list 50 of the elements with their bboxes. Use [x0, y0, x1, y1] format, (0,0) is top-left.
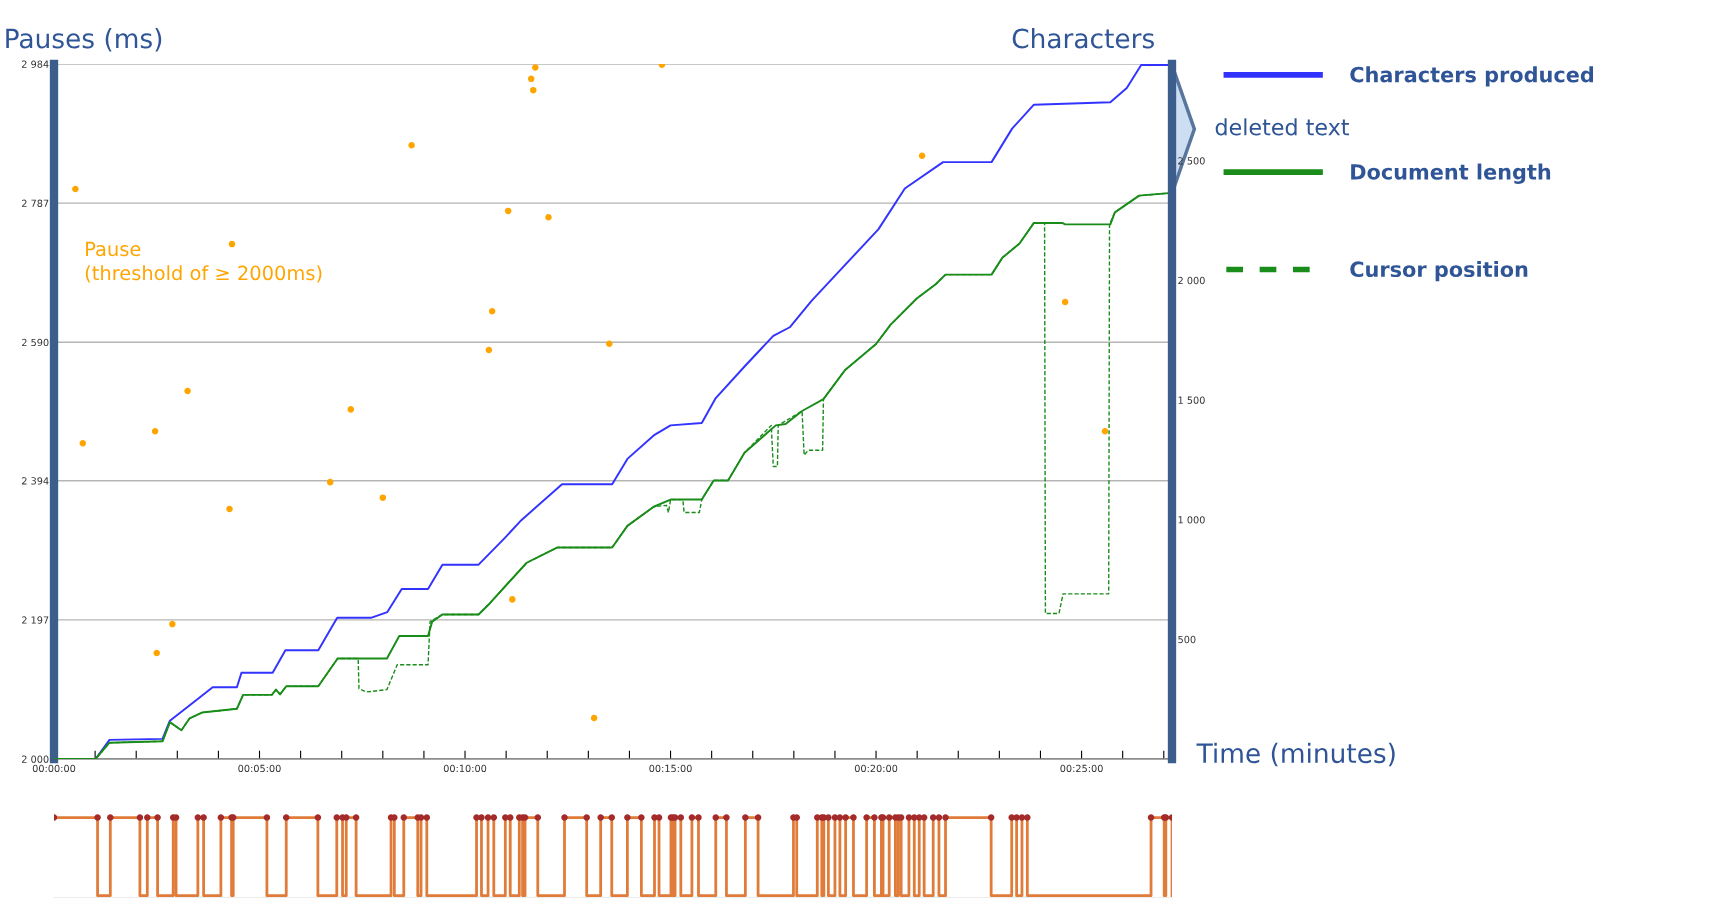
legend-label: Cursor position	[1350, 260, 1528, 282]
x-axis-title: Time (minutes)	[1196, 742, 1395, 767]
point	[347, 406, 355, 413]
point	[228, 240, 236, 248]
point	[1061, 298, 1069, 306]
point	[184, 387, 191, 395]
y-tick-label: 2 984	[22, 60, 49, 68]
point	[169, 620, 176, 628]
x-tick-label: 00:00:00	[32, 764, 76, 773]
series-label: Pause (threshold of ≥ 2000ms)	[85, 241, 322, 283]
point	[606, 340, 613, 347]
text: deleted text	[1215, 118, 1349, 136]
y2-tick-label: 2 000	[1178, 276, 1205, 285]
point	[488, 307, 496, 315]
x-tick-label: 00:20:00	[854, 764, 898, 773]
point	[545, 214, 552, 221]
y-tick-label: 2 787	[22, 199, 49, 207]
x-tick-label: 00:25:00	[1060, 764, 1103, 773]
legend-label: Characters produced	[1350, 66, 1594, 87]
point	[485, 346, 493, 354]
point	[379, 494, 387, 501]
y-tick-label: 2 000	[22, 755, 49, 763]
x-tick-label: 00:05:00	[238, 764, 281, 773]
y-tick-label: 2 197	[22, 616, 49, 624]
point	[408, 141, 415, 149]
point	[226, 505, 233, 513]
y2-axis-title: Characters	[1012, 28, 1154, 49]
point	[504, 207, 512, 215]
point	[326, 478, 334, 486]
y-tick-label: 2 590	[22, 338, 49, 347]
x-tick-label: 00:10:00	[443, 764, 487, 773]
point	[1101, 428, 1109, 435]
y2-tick-label: 2 500	[1178, 157, 1205, 165]
point	[530, 86, 537, 94]
point	[153, 649, 161, 657]
point	[72, 185, 79, 193]
point	[79, 440, 87, 447]
y2-tick-label: 1 500	[1178, 396, 1205, 404]
x-tick-label: 00:15:00	[649, 764, 692, 773]
y2-tick-label: 1 000	[1178, 516, 1205, 524]
y-axis-title: Pauses (ms)	[6, 28, 162, 52]
legend-label: Document length	[1351, 163, 1551, 184]
y2-tick-label: 500	[1178, 635, 1196, 644]
y-tick-label: 2 394	[22, 477, 49, 485]
point	[509, 596, 516, 603]
point	[532, 64, 539, 71]
point	[527, 75, 535, 83]
point	[590, 714, 598, 722]
point	[151, 428, 159, 435]
point	[918, 152, 926, 160]
